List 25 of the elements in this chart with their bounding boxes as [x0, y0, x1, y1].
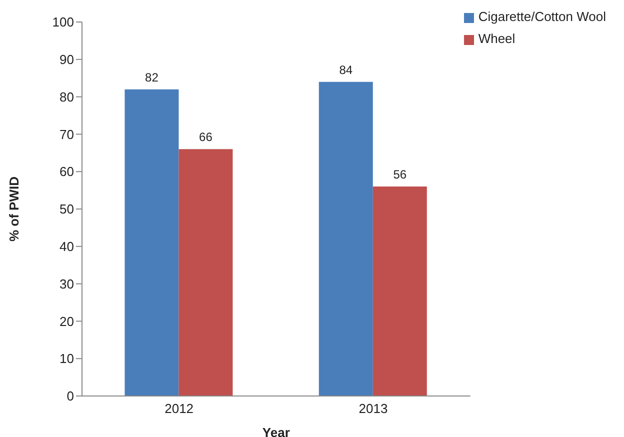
legend-label: Wheel: [478, 31, 516, 46]
data-label: 66: [199, 130, 213, 144]
bar: [178, 149, 233, 396]
x-tick-label: 2012: [164, 401, 194, 416]
y-tick-label: 40: [60, 239, 74, 254]
legend-label: Cigarette/Cotton Wool: [478, 9, 606, 24]
y-tick-label: 60: [60, 164, 74, 180]
bar: [372, 186, 427, 396]
data-label: 56: [393, 168, 407, 182]
y-tick-label: 0: [66, 388, 74, 404]
y-tick-label: 100: [52, 14, 74, 30]
data-label: 84: [339, 62, 353, 77]
y-tick-label: 20: [60, 314, 74, 329]
y-tick-label: 80: [60, 89, 74, 104]
bar: [318, 82, 373, 396]
y-tick-label: 10: [60, 351, 74, 366]
y-tick-label: 90: [60, 52, 74, 68]
bar: [124, 89, 179, 396]
y-axis-title: % of PWID: [6, 176, 22, 242]
x-tick-label: 2013: [358, 401, 388, 416]
x-axis-title: Year: [262, 425, 290, 437]
data-label: 82: [145, 70, 159, 84]
y-tick-label: 30: [60, 276, 74, 292]
y-tick-label: 50: [60, 202, 74, 217]
y-tick-label: 70: [60, 126, 74, 142]
